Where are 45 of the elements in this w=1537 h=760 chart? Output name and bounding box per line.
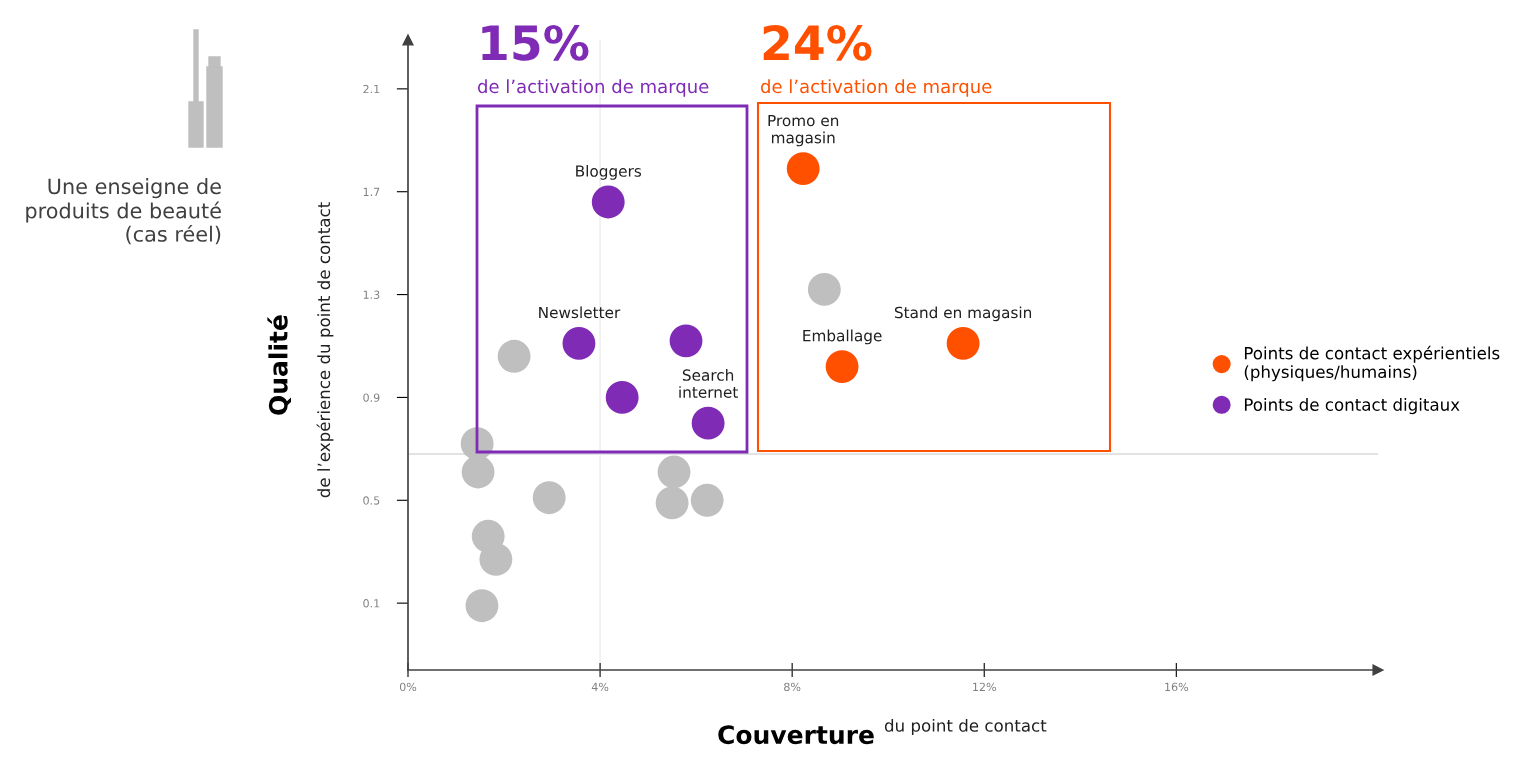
x-tick-label: 4% xyxy=(591,682,609,692)
point xyxy=(591,185,625,219)
point xyxy=(807,273,841,306)
x-tick-label: 0% xyxy=(399,682,417,692)
annotation: Search internet xyxy=(679,369,738,398)
point xyxy=(669,324,703,358)
point xyxy=(690,483,724,517)
point xyxy=(465,589,499,623)
point xyxy=(532,481,566,515)
y-tick-label: 0.1 xyxy=(363,599,380,608)
annotation: Promo en magasin xyxy=(768,114,839,147)
annotation: Newsletter xyxy=(539,306,621,319)
point xyxy=(825,350,859,383)
point xyxy=(691,406,725,440)
x-tick-label: 8% xyxy=(784,682,801,692)
point xyxy=(946,327,980,360)
x-tick-label: 12% xyxy=(973,682,996,692)
point xyxy=(562,327,596,360)
point xyxy=(461,455,495,489)
legend-label: Points de contact digitaux xyxy=(1244,398,1460,415)
y-tick-label: 1.3 xyxy=(363,290,380,299)
x-tick-label: 16% xyxy=(1165,682,1189,692)
legend-label: Points de contact expérientiels (physiques/humains) xyxy=(1244,345,1500,382)
point xyxy=(786,152,820,185)
point xyxy=(657,455,691,489)
point xyxy=(605,381,639,414)
text: Une enseigne de produits de beauté (cas réel) xyxy=(26,178,221,245)
point xyxy=(655,486,689,520)
y-tick-label: 2.1 xyxy=(363,84,380,94)
annotation: Stand en magasin xyxy=(894,306,1032,322)
annotation: de l’activation de marque xyxy=(478,79,709,97)
text: du point de contact xyxy=(884,718,1047,736)
x-axis-title: Couverture xyxy=(718,725,874,745)
annotation: Bloggers xyxy=(576,164,642,180)
y-axis-title: Qualité xyxy=(267,315,292,415)
annotation: Emballage xyxy=(803,329,882,345)
y-tick-label: 0.5 xyxy=(363,496,380,505)
text: de l’expérience du point de contact xyxy=(316,202,334,498)
point xyxy=(497,339,531,373)
y-tick-label: 0.9 xyxy=(363,393,380,402)
point xyxy=(479,543,513,576)
annotation: de l’activation de marque xyxy=(761,79,992,97)
annotation: 15% xyxy=(482,24,589,61)
annotation: 24% xyxy=(763,24,872,61)
y-tick-label: 1.7 xyxy=(363,187,380,196)
